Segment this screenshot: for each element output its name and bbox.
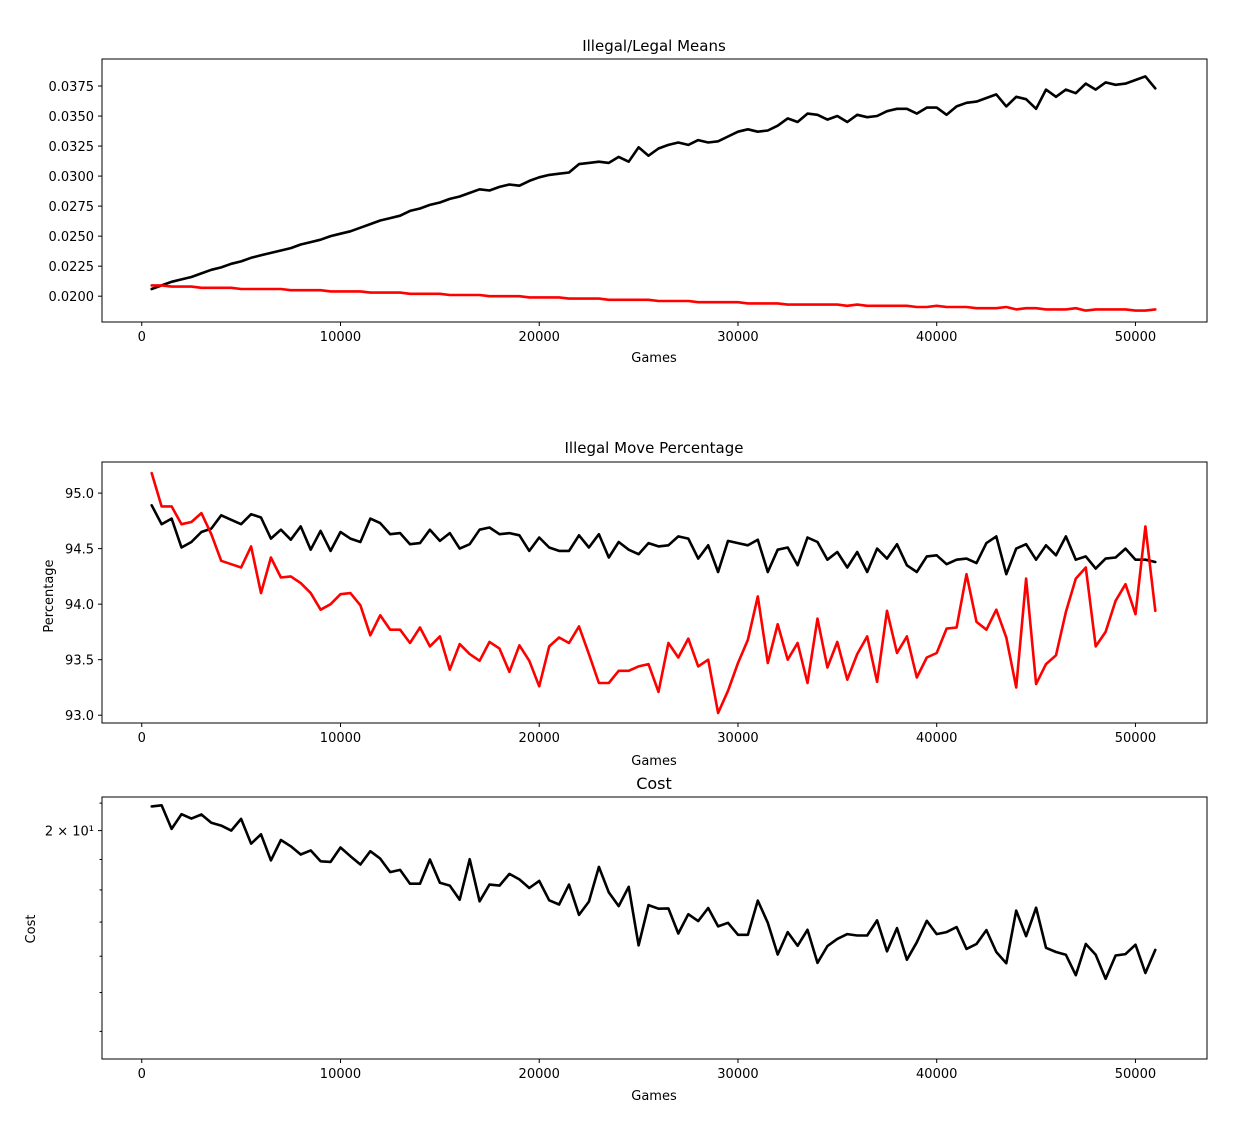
y-tick-label: 93.5 — [65, 654, 94, 669]
x-tick-label: 0 — [138, 731, 146, 746]
plot-area-frame — [101, 58, 1208, 323]
y-axis-label: Cost — [24, 915, 39, 944]
chart-title: Cost — [636, 774, 672, 793]
plot-area-frame — [101, 796, 1208, 1060]
y-tick-label: 95.0 — [65, 487, 94, 502]
x-tick-label: 50000 — [1115, 731, 1156, 746]
y-tick-label: 0.0325 — [49, 140, 95, 155]
series-line-1 — [150, 503, 1157, 576]
x-tick-label: 30000 — [717, 330, 758, 345]
x-tick-label: 40000 — [916, 1067, 957, 1082]
panel-illegal-legal-means: Illegal/Legal Means 0 10000 20000 30000 4000… — [49, 37, 1208, 366]
panel-illegal-move-percentage: Illegal Move Percentage 0 10000 20000 30000… — [42, 439, 1208, 769]
y-tick-label: 93.0 — [65, 709, 94, 724]
x-tick-label: 40000 — [916, 731, 957, 746]
y-tick-label: 0.0225 — [49, 260, 95, 275]
series-group — [150, 75, 1157, 312]
series-group — [150, 471, 1157, 715]
x-tick-label: 50000 — [1115, 330, 1156, 345]
x-tick-label: 20000 — [519, 330, 560, 345]
tick-group: 0 10000 20000 30000 40000 50000 0.0200 0.0225 0.… — [49, 80, 1157, 345]
x-tick-label: 30000 — [717, 1067, 758, 1082]
tick-group: 0 10000 20000 30000 40000 50000 2 × 10¹ — [45, 802, 1156, 1082]
y-tick-label: 2 × 10¹ — [45, 825, 94, 840]
plot-area-frame — [101, 461, 1208, 724]
y-axis-label: Percentage — [42, 559, 57, 632]
x-tick-label: 0 — [138, 330, 146, 345]
x-tick-label: 40000 — [916, 330, 957, 345]
x-tick-label: 20000 — [519, 1067, 560, 1082]
series-line-2 — [150, 284, 1157, 312]
series-line-1 — [150, 75, 1157, 291]
y-tick-label: 0.0275 — [49, 200, 95, 215]
x-tick-label: 10000 — [320, 731, 361, 746]
tick-group: 0 10000 20000 30000 40000 50000 93.0 93.5 94.0 94… — [65, 487, 1156, 746]
y-tick-label: 0.0250 — [49, 230, 95, 245]
x-tick-label: 50000 — [1115, 1067, 1156, 1082]
x-axis-label: Games — [631, 1089, 677, 1104]
x-axis-label: Games — [631, 754, 677, 769]
y-tick-label: 94.5 — [65, 543, 94, 558]
panel-cost: Cost 0 10000 20000 30000 40000 50000 2 × 10¹ G… — [24, 774, 1208, 1104]
y-tick-label: 0.0200 — [49, 290, 95, 305]
x-axis-label: Games — [631, 351, 677, 366]
y-tick-label: 0.0375 — [49, 80, 95, 95]
y-tick-label: 0.0350 — [49, 110, 95, 125]
x-tick-label: 20000 — [519, 731, 560, 746]
series-line-1 — [150, 803, 1157, 981]
chart-title: Illegal/Legal Means — [582, 37, 726, 55]
x-tick-label: 10000 — [320, 1067, 361, 1082]
x-tick-label: 10000 — [320, 330, 361, 345]
series-group — [150, 803, 1157, 981]
y-tick-label: 94.0 — [65, 598, 94, 613]
chart-title: Illegal Move Percentage — [564, 439, 743, 457]
y-tick-label: 0.0300 — [49, 170, 95, 185]
x-tick-label: 30000 — [717, 731, 758, 746]
series-line-2 — [150, 471, 1157, 715]
x-tick-label: 0 — [138, 1067, 146, 1082]
